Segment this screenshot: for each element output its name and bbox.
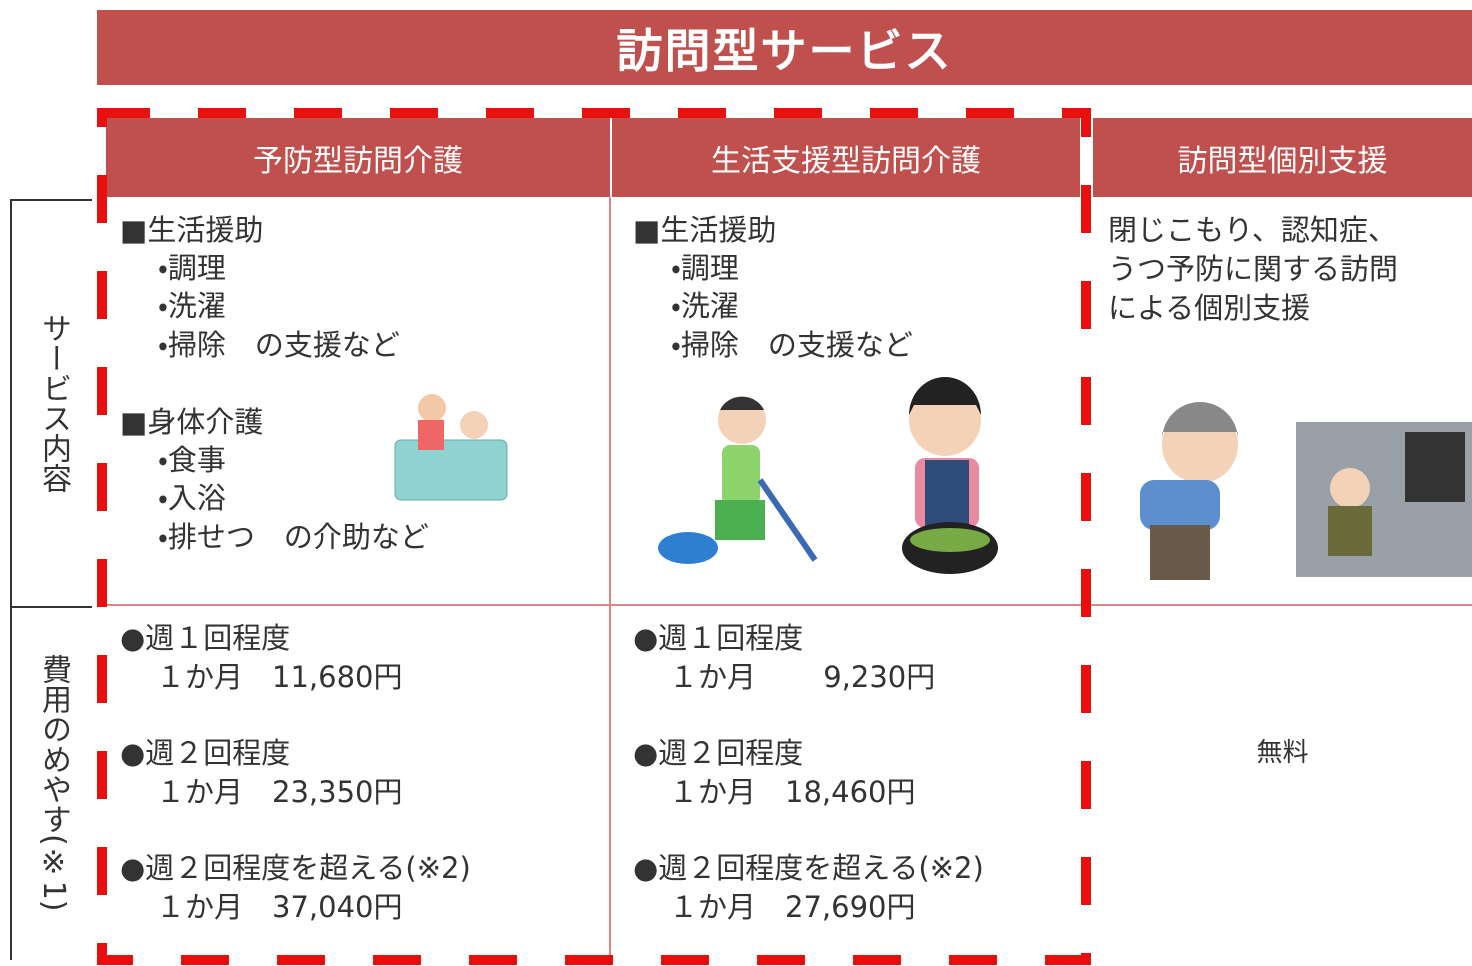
row-label-border	[10, 200, 12, 960]
cell-text: ・洗濯	[671, 289, 739, 323]
highlight-border	[97, 108, 1091, 965]
cell-text: １か月 23,350円	[156, 775, 403, 809]
cell-text: ・食事	[158, 443, 226, 477]
cell-text: ■身体介護	[120, 405, 264, 439]
cell-text: 無料	[1256, 738, 1309, 768]
cell-border	[609, 197, 611, 960]
cooking-illustration	[902, 377, 998, 574]
cell-text: ・入浴	[158, 481, 226, 515]
page-title: 訪問型サービス	[97, 10, 1472, 85]
cell-text: 閉じこもり、認知症、	[1108, 213, 1397, 247]
cell-text: ●週２回程度	[633, 736, 804, 770]
cell-text: ●週２回程度を超える(※2)	[120, 851, 471, 885]
column-header: 訪問型個別支援	[1093, 118, 1472, 197]
bath-illustration	[394, 394, 508, 501]
row-label: 費用のめやす(※1)	[36, 654, 71, 912]
cell-text: １か月 9,230円	[669, 660, 936, 694]
cell-text: １か月 37,040円	[156, 890, 403, 924]
row-label-border	[10, 199, 92, 201]
cell-border	[106, 604, 1472, 606]
cell-text: による個別支援	[1108, 291, 1311, 325]
cell-text: １か月 11,680円	[156, 660, 403, 694]
cell-text: ■生活援助	[120, 213, 264, 247]
column-header: 生活支援型訪問介護	[612, 118, 1080, 197]
column-header: 予防型訪問介護	[106, 118, 610, 197]
elderly-illustration	[1140, 402, 1472, 580]
row-label-border	[10, 606, 92, 608]
cell-text: ・調理	[158, 251, 226, 285]
cell-text: ●週２回程度を超える(※2)	[633, 851, 984, 885]
cell-text: うつ予防に関する訪問	[1108, 252, 1399, 286]
cell-text: ・掃除 の支援など	[671, 328, 913, 362]
cell-text: ●週２回程度	[120, 736, 291, 770]
cell-text: ・洗濯	[158, 289, 226, 323]
cell-text: １か月 18,460円	[669, 775, 916, 809]
vacuum-illustration	[658, 396, 818, 564]
cell-text: ・排せつ の介助など	[158, 520, 429, 554]
cell-text: １か月 27,690円	[669, 890, 916, 924]
row-label: サービス内容	[36, 312, 71, 493]
cell-text: ■生活援助	[633, 213, 777, 247]
cell-text: ・掃除 の支援など	[158, 328, 400, 362]
cell-text: ●週１回程度	[633, 621, 804, 655]
cell-text: ・調理	[671, 251, 739, 285]
cell-text: ●週１回程度	[120, 621, 291, 655]
